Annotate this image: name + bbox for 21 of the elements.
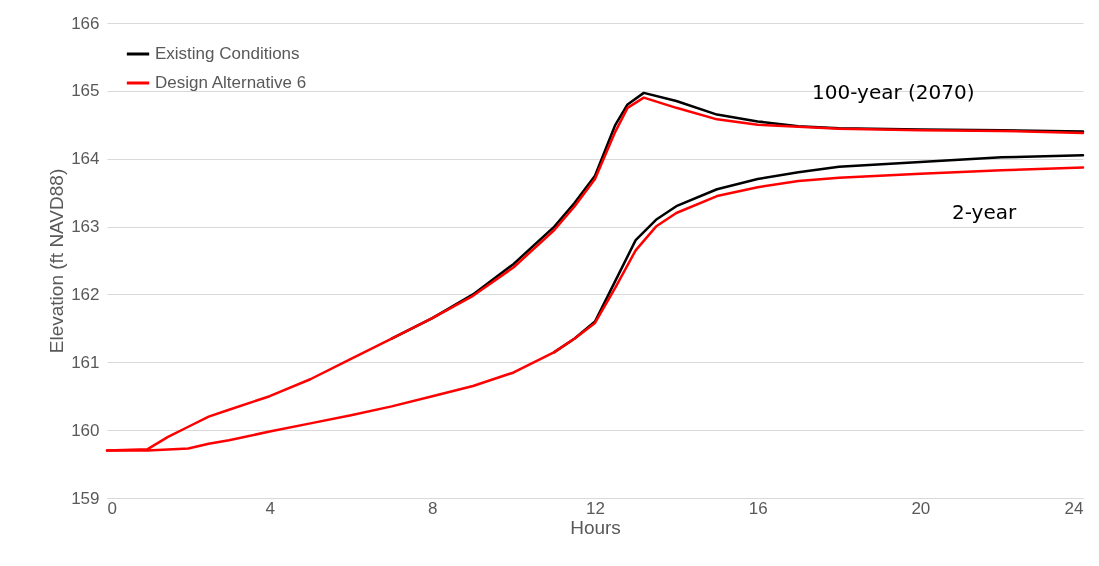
annotation: 100-year (2070)	[812, 80, 975, 104]
x-tick-label: 24	[1064, 498, 1084, 518]
y-tick-label: 163	[71, 217, 100, 237]
y-tick-label: 162	[71, 284, 100, 304]
y-tick-label: 166	[71, 13, 100, 33]
y-tick-label: 159	[71, 488, 100, 508]
y-tick-label: 165	[71, 81, 100, 101]
x-tick-label: 20	[911, 498, 931, 518]
x-tick-label: 0	[107, 498, 117, 518]
annotation: 2-year	[952, 200, 1017, 224]
legend-label: Design Alternative 6	[155, 73, 307, 92]
x-tick-label: 16	[748, 498, 768, 518]
x-tick-label: 12	[586, 498, 605, 518]
y-axis-title: Elevation (ft NAVD88)	[46, 168, 68, 354]
y-tick-label: 161	[71, 352, 100, 372]
x-axis-title: Hours	[570, 516, 621, 538]
legend-label: Existing Conditions	[155, 44, 300, 63]
x-tick-label: 4	[265, 498, 275, 518]
x-tick-label: 8	[428, 498, 438, 518]
y-tick-label: 164	[71, 149, 100, 169]
y-tick-label: 160	[71, 420, 100, 440]
